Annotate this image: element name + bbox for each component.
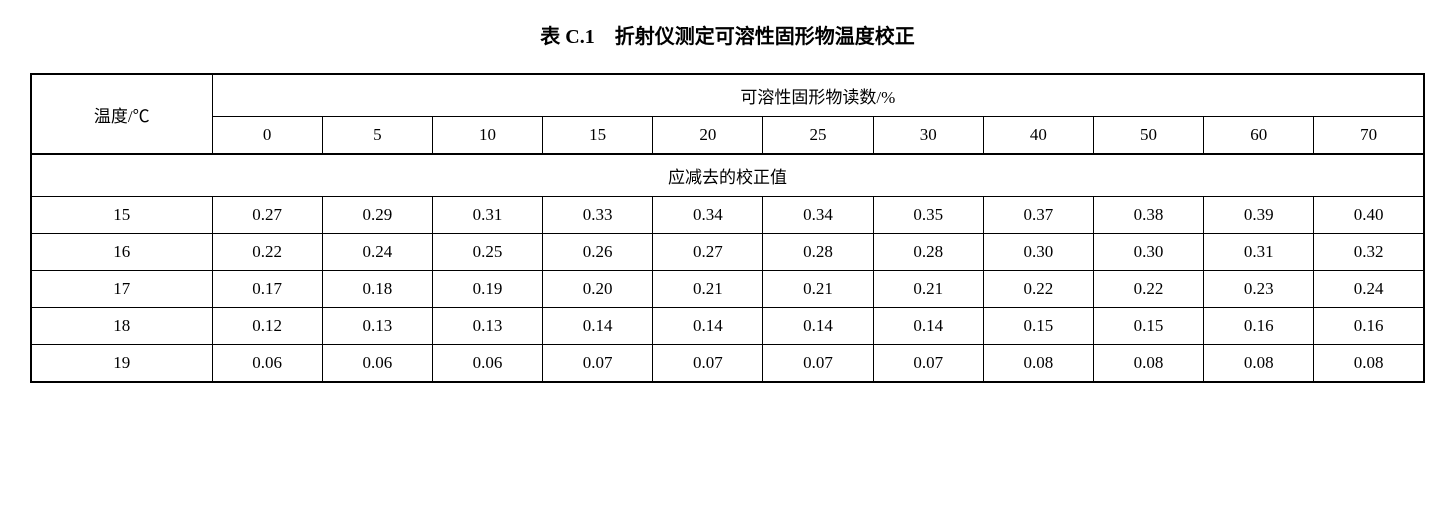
header-temperature: 温度/℃ <box>31 74 212 154</box>
cell-value: 0.14 <box>873 308 983 345</box>
cell-value: 0.07 <box>543 345 653 383</box>
cell-value: 0.08 <box>983 345 1093 383</box>
cell-value: 0.16 <box>1204 308 1314 345</box>
cell-value: 0.07 <box>653 345 763 383</box>
table-row: 170.170.180.190.200.210.210.210.220.220.… <box>31 271 1424 308</box>
header-col-value: 25 <box>763 117 873 155</box>
table-body: 150.270.290.310.330.340.340.350.370.380.… <box>31 197 1424 383</box>
cell-value: 0.31 <box>1204 234 1314 271</box>
cell-temperature: 17 <box>31 271 212 308</box>
cell-value: 0.28 <box>873 234 983 271</box>
cell-value: 0.08 <box>1314 345 1424 383</box>
cell-value: 0.22 <box>1093 271 1203 308</box>
cell-value: 0.13 <box>432 308 542 345</box>
cell-value: 0.39 <box>1204 197 1314 234</box>
cell-value: 0.21 <box>873 271 983 308</box>
cell-value: 0.34 <box>653 197 763 234</box>
table-row: 180.120.130.130.140.140.140.140.150.150.… <box>31 308 1424 345</box>
cell-value: 0.07 <box>763 345 873 383</box>
header-section: 应减去的校正值 <box>31 154 1424 197</box>
cell-value: 0.21 <box>763 271 873 308</box>
cell-value: 0.25 <box>432 234 542 271</box>
cell-value: 0.07 <box>873 345 983 383</box>
cell-value: 0.17 <box>212 271 322 308</box>
header-col-value: 70 <box>1314 117 1424 155</box>
cell-value: 0.14 <box>763 308 873 345</box>
table-row: 150.270.290.310.330.340.340.350.370.380.… <box>31 197 1424 234</box>
cell-value: 0.22 <box>983 271 1093 308</box>
cell-value: 0.32 <box>1314 234 1424 271</box>
header-col-value: 20 <box>653 117 763 155</box>
cell-value: 0.37 <box>983 197 1093 234</box>
cell-value: 0.14 <box>543 308 653 345</box>
cell-value: 0.08 <box>1093 345 1203 383</box>
cell-value: 0.15 <box>983 308 1093 345</box>
cell-value: 0.22 <box>212 234 322 271</box>
table-row: 190.060.060.060.070.070.070.070.080.080.… <box>31 345 1424 383</box>
table-caption: 表 C.1 折射仪测定可溶性固形物温度校正 <box>30 20 1425 49</box>
cell-value: 0.24 <box>1314 271 1424 308</box>
cell-value: 0.20 <box>543 271 653 308</box>
cell-value: 0.31 <box>432 197 542 234</box>
header-reading: 可溶性固形物读数/% <box>212 74 1424 117</box>
header-col-value: 15 <box>543 117 653 155</box>
cell-value: 0.12 <box>212 308 322 345</box>
cell-value: 0.16 <box>1314 308 1424 345</box>
cell-value: 0.28 <box>763 234 873 271</box>
cell-value: 0.34 <box>763 197 873 234</box>
cell-temperature: 16 <box>31 234 212 271</box>
cell-value: 0.23 <box>1204 271 1314 308</box>
cell-value: 0.24 <box>322 234 432 271</box>
cell-value: 0.27 <box>212 197 322 234</box>
cell-value: 0.14 <box>653 308 763 345</box>
cell-value: 0.29 <box>322 197 432 234</box>
correction-table: 温度/℃ 可溶性固形物读数/% 05101520253040506070 应减去… <box>30 73 1425 383</box>
cell-temperature: 18 <box>31 308 212 345</box>
table-row: 160.220.240.250.260.270.280.280.300.300.… <box>31 234 1424 271</box>
cell-value: 0.38 <box>1093 197 1203 234</box>
header-col-value: 5 <box>322 117 432 155</box>
cell-value: 0.06 <box>322 345 432 383</box>
header-col-value: 30 <box>873 117 983 155</box>
header-col-value: 10 <box>432 117 542 155</box>
cell-temperature: 19 <box>31 345 212 383</box>
cell-value: 0.30 <box>1093 234 1203 271</box>
cell-value: 0.19 <box>432 271 542 308</box>
header-col-values-row: 05101520253040506070 <box>31 117 1424 155</box>
cell-value: 0.26 <box>543 234 653 271</box>
header-col-value: 60 <box>1204 117 1314 155</box>
cell-temperature: 15 <box>31 197 212 234</box>
header-col-value: 0 <box>212 117 322 155</box>
cell-value: 0.33 <box>543 197 653 234</box>
header-col-value: 40 <box>983 117 1093 155</box>
cell-value: 0.06 <box>212 345 322 383</box>
cell-value: 0.08 <box>1204 345 1314 383</box>
cell-value: 0.18 <box>322 271 432 308</box>
cell-value: 0.15 <box>1093 308 1203 345</box>
cell-value: 0.06 <box>432 345 542 383</box>
header-col-value: 50 <box>1093 117 1203 155</box>
cell-value: 0.27 <box>653 234 763 271</box>
cell-value: 0.21 <box>653 271 763 308</box>
cell-value: 0.35 <box>873 197 983 234</box>
cell-value: 0.13 <box>322 308 432 345</box>
cell-value: 0.40 <box>1314 197 1424 234</box>
cell-value: 0.30 <box>983 234 1093 271</box>
